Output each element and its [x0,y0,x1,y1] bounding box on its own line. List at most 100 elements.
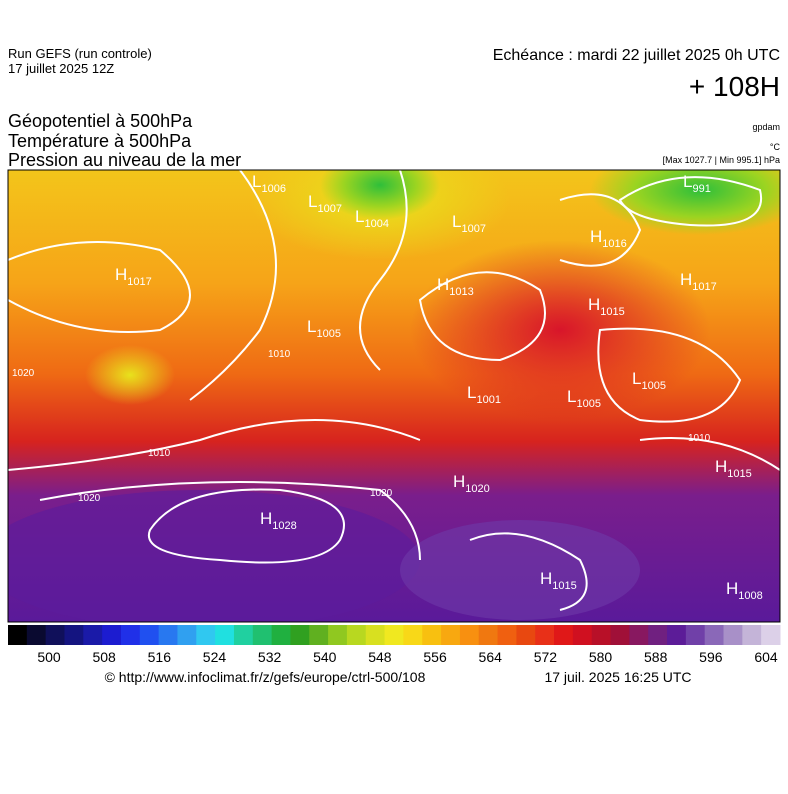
center-value: 1007 [461,223,485,235]
colorbar-swatch [441,625,461,645]
center-value: 1008 [738,590,762,602]
colorbar-tick-label: 548 [368,649,392,665]
colorbar-swatch [403,625,423,645]
pressure-center: H1015 [588,295,625,318]
colorbar-swatch [139,625,160,645]
colorbar-swatch [591,625,612,645]
colorbar-swatch [45,625,65,645]
colorbar-swatch [704,625,725,645]
colorbar: 500 508 516 524 532 540 548 556 564 572 580 588 596 6… [8,625,781,665]
colorbar-swatch [26,625,47,645]
center-type: H [715,457,727,476]
pressure-center: H1028 [260,509,297,532]
center-type: L [307,317,316,336]
colorbar-swatch [723,625,743,645]
isobar-label: 1010 [268,349,291,360]
unit: gpdam [752,122,780,132]
center-value: 991 [692,183,710,195]
center-value: 1013 [449,286,473,298]
colorbar-swatch [761,625,781,645]
center-type: H [260,509,272,528]
colorbar-swatch [478,625,499,645]
colorbar-swatch [102,625,122,645]
colorbar-swatch [629,625,649,645]
pressure-center: H1015 [715,457,752,480]
center-type: H [115,265,127,284]
isobar-label: 1010 [688,433,711,444]
pressure-center: H1015 [540,569,577,592]
colorbar-swatch [365,625,386,645]
colorbar-swatch [742,625,762,645]
pressure-center: H1016 [590,227,627,250]
colorbar-swatch [233,625,254,645]
colorbar-tick-label: 556 [423,649,447,665]
center-type: L [632,369,641,388]
center-type: H [590,227,602,246]
colorbar-swatch [497,625,517,645]
colorbar-swatch [252,625,273,645]
center-value: 1028 [272,520,296,532]
unit: °C [770,142,781,152]
center-value: 1015 [552,580,576,592]
colorbar-swatch [346,625,367,645]
generated: 17 juil. 2025 16:25 UTC [544,669,691,685]
colorbar-tick-label: 500 [37,649,61,665]
colorbar-tick-label: 524 [203,649,227,665]
colorbar-tick-label: 540 [313,649,337,665]
colorbar-swatch [648,625,668,645]
pressure-center: L1005 [307,317,341,340]
colorbar-swatch [459,625,480,645]
colorbar-swatch [328,625,348,645]
center-type: H [453,472,465,491]
center-value: 1005 [316,328,340,340]
colorbar-swatch [8,625,28,645]
center-value: 1005 [576,398,600,410]
center-value: 1015 [727,468,751,480]
isobar-label: 1020 [78,493,101,504]
center-type: L [683,172,692,191]
valid-time: Echéance : mardi 22 juillet 2025 0h UTC [493,47,780,64]
extremes: [Max 1027.7 | Min 995.1] hPa [663,155,780,165]
colorbar-swatch [610,625,630,645]
colorbar-swatch [271,625,291,645]
center-type: H [437,275,449,294]
pressure-center: H1013 [437,275,474,298]
colorbar-swatch [64,625,84,645]
run: Run GEFS (run controle) [8,46,152,61]
field: Pression au niveau de la mer [8,150,241,170]
colorbar-swatch [215,625,235,645]
pressure-center: L1006 [252,172,286,195]
source-url: © http://www.infoclimat.fr/z/gefs/europe… [105,669,426,685]
center-value: 1007 [317,203,341,215]
colorbar-swatch [384,625,404,645]
colorbar-swatch [158,625,178,645]
center-value: 1004 [364,218,388,230]
center-value: 1015 [600,306,624,318]
colorbar-swatch [120,625,141,645]
colorbar-tick-label: 588 [644,649,668,665]
colorbar-tick-label: 508 [92,649,116,665]
map [8,170,780,622]
center-type: L [252,172,261,191]
pressure-center: L991 [683,172,711,195]
center-type: L [308,192,317,211]
pressure-center: H1008 [726,579,763,602]
colorbar-swatch [196,625,216,645]
center-value: 1001 [476,394,500,406]
colorbar-swatch [309,625,329,645]
center-value: 1006 [261,183,285,195]
colorbar-swatch [685,625,706,645]
pressure-center: L1004 [355,207,389,230]
colorbar-tick-label: 604 [754,649,778,665]
pressure-center: L1007 [308,192,342,215]
colorbar-tick-label: 572 [534,649,558,665]
pressure-center: L1005 [567,387,601,410]
colorbar-tick-label: 596 [699,649,723,665]
pressure-center: H1017 [680,270,717,293]
center-value: 1016 [602,238,626,250]
center-value: 1020 [465,483,489,495]
field: Géopotentiel à 500hPa [8,111,193,131]
pressure-center: H1020 [453,472,490,495]
isobar-label: 1020 [370,488,393,499]
